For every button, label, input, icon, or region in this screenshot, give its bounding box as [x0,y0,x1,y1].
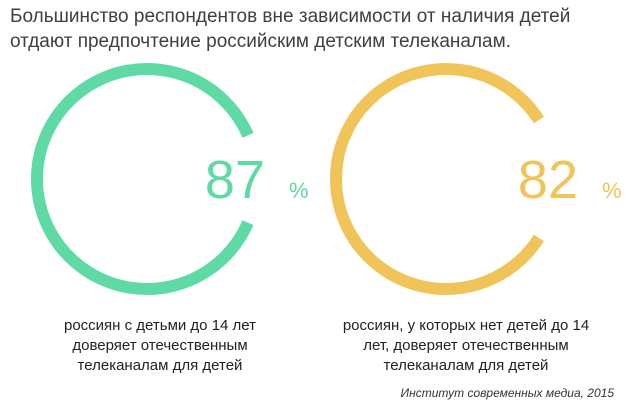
ring-arc-children [31,63,254,295]
caption-children-line-2: доверяет отечественным [72,337,248,354]
caption-no-children-line-3: телеканалам для детей [383,357,549,374]
caption-children-line-3: телеканалам для детей [77,357,243,374]
caption-no-children: россиян, у которых нет детей до 14 лет, … [316,316,616,376]
percent-sign-no-children: % [602,178,622,203]
ring-chart-children: 87 % [31,63,309,295]
caption-children: россиян с детьми до 14 лет доверяет отеч… [20,316,300,376]
headline-line-1: Большинство респондентов вне зависимости… [10,6,571,27]
caption-no-children-line-2: лет, доверяет отечественным [363,337,569,354]
headline-line-2: отдают предпочтение российским детским т… [10,31,511,52]
percent-value-children: 87 [205,150,265,210]
caption-children-line-1: россиян с детьми до 14 лет [63,317,257,334]
percent-sign-children: % [289,178,309,203]
headline: Большинство респондентов вне зависимости… [10,4,630,54]
caption-no-children-line-1: россиян, у которых нет детей до 14 [342,317,590,334]
source-note: Институт современных медиа, 2015 [400,386,614,400]
percent-value-no-children: 82 [518,150,578,210]
ring-chart-no-children: 82 % [330,63,622,295]
ring-arc-no-children [330,63,544,295]
